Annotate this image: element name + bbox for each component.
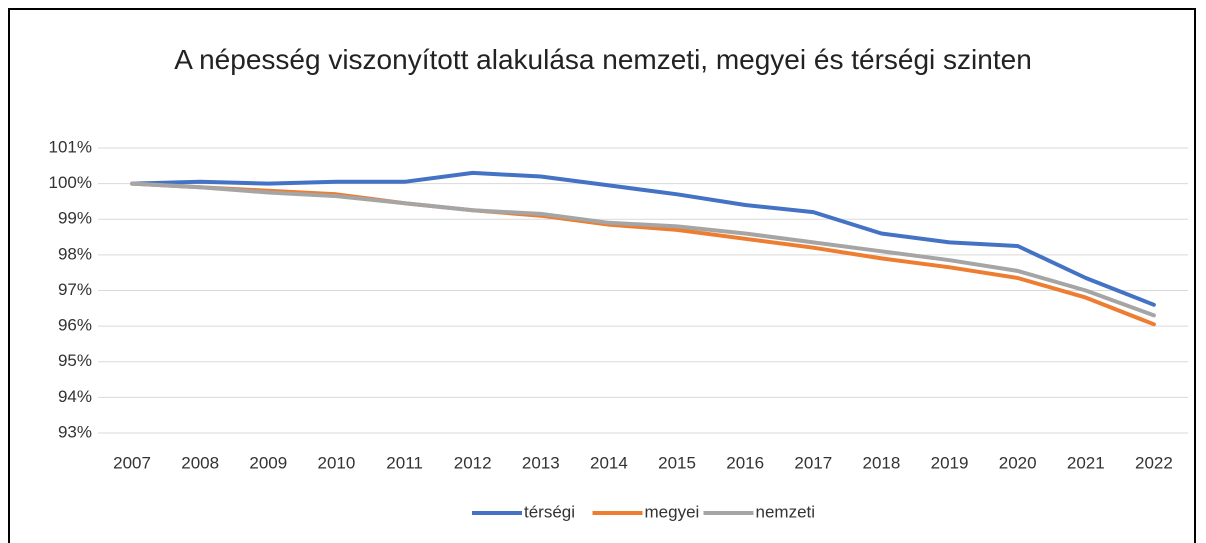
y-tick-label: 94% — [58, 387, 92, 406]
y-tick-label: 93% — [58, 422, 92, 441]
y-tick-label: 98% — [58, 244, 92, 263]
y-tick-label: 97% — [58, 280, 92, 299]
y-tick-label: 96% — [58, 316, 92, 335]
line-series — [130, 181, 1156, 318]
x-tick-label: 2014 — [590, 453, 628, 472]
x-tick-label: 2021 — [1067, 453, 1105, 472]
line-series — [130, 170, 1156, 307]
y-tick-label: 100% — [49, 173, 92, 192]
x-tick-label: 2007 — [113, 453, 151, 472]
x-tick-label: 2009 — [249, 453, 287, 472]
x-tick-label: 2017 — [794, 453, 832, 472]
x-tick-label: 2011 — [386, 453, 423, 472]
x-tick-label: 2010 — [318, 453, 356, 472]
x-tick-label: 2019 — [931, 453, 969, 472]
x-tick-label: 2012 — [454, 453, 492, 472]
x-tick-label: 2008 — [181, 453, 219, 472]
y-tick-label: 95% — [58, 351, 92, 370]
x-tick-label: 2013 — [522, 453, 560, 472]
x-tick-label: 2018 — [863, 453, 901, 472]
x-tick-label: 2015 — [658, 453, 696, 472]
legend-label: nemzeti — [756, 502, 816, 521]
legend-label: térségi — [524, 502, 575, 521]
chart-title: A népesség viszonyított alakulása nemzet… — [174, 44, 1032, 75]
y-tick-label: 99% — [58, 209, 92, 228]
legend-label: megyei — [645, 502, 700, 521]
x-tick-label: 2022 — [1135, 453, 1173, 472]
x-tick-label: 2020 — [999, 453, 1037, 472]
y-tick-label: 101% — [49, 137, 92, 156]
chart-frame — [8, 8, 1196, 543]
x-tick-label: 2016 — [726, 453, 764, 472]
line-series — [130, 181, 1156, 327]
